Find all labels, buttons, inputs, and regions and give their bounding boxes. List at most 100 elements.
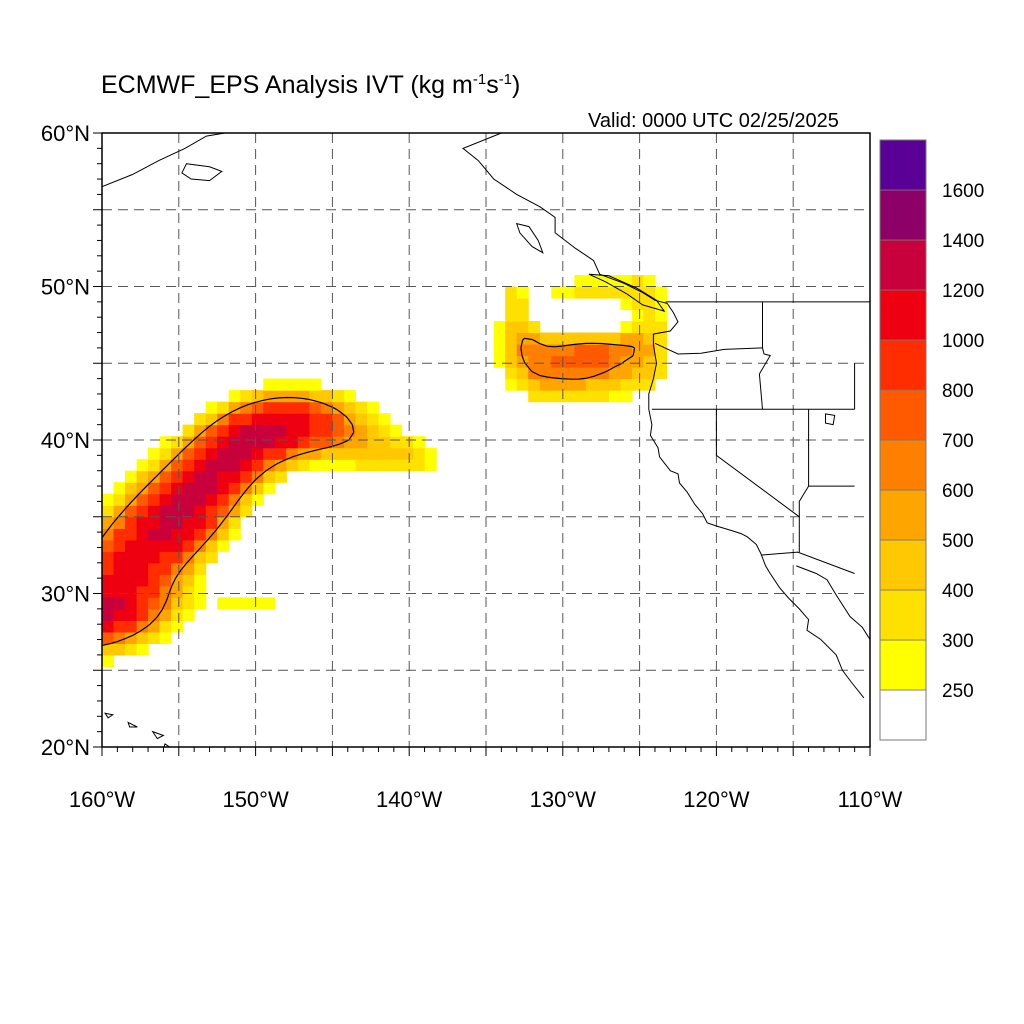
ivt-cell: [159, 631, 172, 644]
ivt-cell: [171, 505, 184, 518]
colorbar-box: [879, 539, 927, 591]
ivt-cell: [343, 436, 356, 449]
ivt-cell: [574, 332, 587, 345]
ivt-cell: [320, 401, 333, 414]
ivt-cell: [205, 424, 218, 437]
ivt-cell: [274, 424, 287, 437]
ivt-cell: [125, 551, 138, 564]
ivt-cell: [355, 436, 368, 449]
ivt-cell: [631, 309, 644, 322]
ivt-cell: [251, 447, 264, 460]
ivt-cell: [643, 298, 656, 311]
ivt-cell: [113, 562, 126, 575]
ivt-cell: [205, 505, 218, 518]
ivt-cell: [205, 436, 218, 449]
ivt-cell: [136, 585, 149, 598]
ivt-cell: [182, 505, 195, 518]
ivt-cell: [217, 597, 230, 610]
ivt-cell: [413, 436, 426, 449]
ivt-cell: [274, 401, 287, 414]
ivt-cell: [113, 528, 126, 541]
ivt-cell: [367, 424, 380, 437]
ivt-cell: [378, 436, 391, 449]
ivt-cell: [263, 378, 276, 391]
ivt-cell: [182, 574, 195, 587]
ivt-cell: [102, 597, 115, 610]
ivt-cell: [631, 275, 644, 288]
ivt-cell: [378, 447, 391, 460]
ivt-cell: [113, 505, 126, 518]
ivt-cell: [539, 355, 552, 368]
ivt-cell: [505, 298, 518, 311]
ivt-cell: [390, 436, 403, 449]
ivt-cell: [113, 620, 126, 633]
ivt-cell: [159, 459, 172, 472]
lat-label: 30°N: [41, 582, 90, 607]
ivt-cell: [574, 275, 587, 288]
ivt-cell: [367, 413, 380, 426]
ivt-cell: [528, 344, 541, 357]
ivt-cell: [182, 482, 195, 495]
colorbar-box: [879, 339, 927, 391]
ivt-cell: [228, 401, 241, 414]
ivt-cell: [159, 528, 172, 541]
ivt-cell: [240, 413, 253, 426]
ivt-cell: [136, 505, 149, 518]
ivt-cell: [505, 355, 518, 368]
gridlines: [102, 133, 870, 747]
ivt-cell: [205, 551, 218, 564]
lat-label: 20°N: [41, 735, 90, 760]
ivt-cell: [620, 321, 633, 334]
ivt-cell: [643, 367, 656, 380]
ivt-cell: [585, 344, 598, 357]
ivt-cell: [551, 367, 564, 380]
ivt-cell: [217, 493, 230, 506]
ivt-cell: [113, 597, 126, 610]
ivt-cell: [136, 631, 149, 644]
ivt-cell: [493, 344, 506, 357]
ivt-cell: [631, 286, 644, 299]
ivt-cell: [631, 332, 644, 345]
ivt-cell: [332, 424, 345, 437]
ivt-cell: [355, 459, 368, 472]
ivt-cell: [343, 401, 356, 414]
ivt-cell: [343, 413, 356, 426]
ivt-cell: [136, 574, 149, 587]
ivt-cell: [320, 459, 333, 472]
ivt-cell: [125, 597, 138, 610]
ivt-cell: [102, 654, 115, 667]
ivt-cell: [390, 424, 403, 437]
ivt-cell: [228, 482, 241, 495]
ivt-cell: [148, 585, 161, 598]
ivt-cell: [182, 551, 195, 564]
ivt-cell: [228, 390, 241, 403]
ivt-cell: [136, 562, 149, 575]
ivt-cell: [182, 608, 195, 621]
ivt-cell: [228, 447, 241, 460]
ivt-cell: [424, 459, 437, 472]
lon-label: 130°W: [530, 787, 597, 812]
ivt-cell: [113, 585, 126, 598]
ivt-cell: [251, 413, 264, 426]
ivt-cell: [631, 355, 644, 368]
ivt-cell: [148, 631, 161, 644]
colorbar-label: 800: [942, 381, 974, 402]
ivt-cell: [159, 516, 172, 529]
ivt-cell: [217, 539, 230, 552]
ivt-cell: [194, 470, 207, 483]
ivt-cell: [505, 378, 518, 391]
colorbar-label: 1400: [942, 231, 984, 252]
ivt-cell: [516, 378, 529, 391]
ivt-cell: [401, 447, 414, 460]
ivt-cell: [159, 551, 172, 564]
ivt-cell: [562, 367, 575, 380]
ivt-cell: [148, 505, 161, 518]
ivt-cell: [171, 493, 184, 506]
ivt-cell: [205, 539, 218, 552]
ivt-cell: [205, 470, 218, 483]
ivt-cell: [367, 436, 380, 449]
ivt-cell: [194, 562, 207, 575]
ivt-cell: [562, 332, 575, 345]
ivt-cell: [655, 298, 668, 311]
lon-label: 120°W: [683, 787, 750, 812]
